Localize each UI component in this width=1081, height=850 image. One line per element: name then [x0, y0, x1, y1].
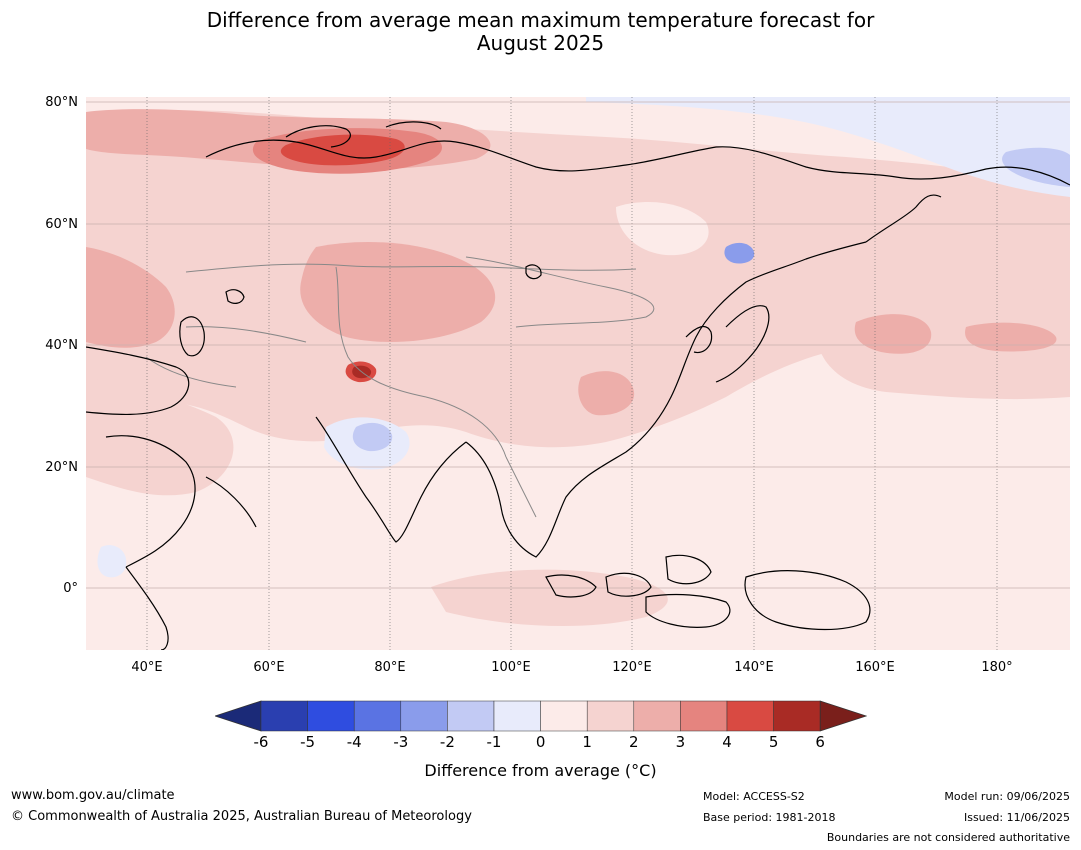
coastlines	[86, 121, 1070, 650]
chart-title: Difference from average mean maximum tem…	[0, 9, 1081, 55]
colorbar-cell	[307, 700, 355, 732]
anomaly-region-1-2-asia	[86, 110, 1070, 448]
colorbar-tick-label: -6	[253, 733, 269, 751]
colorbar-cell	[260, 700, 308, 732]
colorbar-tick-label: 1	[582, 733, 592, 751]
colorbar-label: Difference from average (°C)	[424, 761, 657, 780]
colorbar-tick-label: -3	[393, 733, 409, 751]
title-line-1: Difference from average mean maximum tem…	[206, 8, 875, 32]
lon-label-80e: 80°E	[374, 660, 406, 675]
anomaly-region-neg1-0-arctic	[586, 97, 1070, 197]
anomaly-region-2-3-central	[300, 242, 496, 342]
colorbar-cell	[773, 700, 821, 732]
colorbar-arrow-low	[215, 700, 262, 732]
colorbar-tick-label: 6	[815, 733, 825, 751]
lon-label-160e: 160°E	[855, 660, 895, 675]
country-borders	[145, 256, 655, 518]
colorbar-cell	[353, 700, 402, 732]
anomaly-region-0-1-siberia	[616, 202, 709, 256]
colorbar-tick-label: -1	[486, 733, 502, 751]
lon-label-140e: 140°E	[734, 660, 774, 675]
anomaly-region-1-2-pacific	[816, 286, 1070, 400]
anomaly-region-neg1-0-africa	[97, 545, 127, 578]
anomaly-region-1-2-equator	[431, 569, 668, 627]
graticule-parallels	[86, 101, 1070, 589]
colorbar-tick-label: 3	[675, 733, 686, 751]
lat-label-20n: 20°N	[45, 460, 78, 475]
title-line-2: August 2025	[476, 31, 605, 55]
anomaly-region-2-3-west	[86, 247, 175, 348]
colorbar-tick-label: 0	[535, 733, 546, 751]
anomaly-region-neg2-1-okhotsk	[724, 242, 755, 264]
lat-label-0: 0°	[63, 581, 78, 596]
footer-copyright: © Commonwealth of Australia 2025, Austra…	[11, 809, 472, 824]
forecast-map	[86, 97, 1070, 650]
colorbar-tick-label: 2	[629, 733, 639, 751]
footer-url: www.bom.gov.au/climate	[11, 788, 175, 803]
anomaly-region-2-3-china	[578, 371, 635, 416]
colorbar-arrow-high	[819, 700, 867, 732]
footer-base-period: Base period: 1981-2018	[703, 811, 836, 824]
lat-label-80n: 80°N	[45, 95, 78, 110]
colorbar-cell	[726, 700, 774, 732]
lon-label-60e: 60°E	[253, 660, 285, 675]
colorbar-cell	[633, 700, 681, 732]
footer-model-run: Model run: 09/06/2025	[944, 790, 1070, 803]
lat-label-60n: 60°N	[45, 217, 78, 232]
colorbar-tick-label: -4	[346, 733, 362, 751]
colorbar-cell	[447, 700, 495, 732]
footer-disclaimer: Boundaries are not considered authoritat…	[826, 831, 1070, 844]
anomaly-region-1-2-arabia	[86, 377, 234, 496]
lon-label-180: 180°	[981, 660, 1013, 675]
lat-label-40n: 40°N	[45, 338, 78, 353]
graticule-meridians	[146, 97, 998, 650]
lon-label-40e: 40°E	[131, 660, 163, 675]
footer-issued: Issued: 11/06/2025	[963, 811, 1070, 824]
lon-label-120e: 120°E	[612, 660, 652, 675]
colorbar-tick-label: -2	[439, 733, 455, 751]
anomaly-region-2-3-pacific	[854, 314, 932, 354]
colorbar-cell	[540, 700, 588, 732]
colorbar-cell	[586, 700, 635, 732]
colorbar-tick-label: 5	[768, 733, 779, 751]
colorbar	[215, 700, 867, 732]
footer-model: Model: ACCESS-S2	[703, 790, 805, 803]
anomaly-region-2-3-pacific-east	[965, 322, 1057, 352]
colorbar-tick-label: 4	[722, 733, 732, 751]
anomaly-region-neg2-1-india	[352, 422, 393, 452]
lon-label-100e: 100°E	[491, 660, 531, 675]
colorbar-tick-label: -5	[300, 733, 316, 751]
map-svg	[86, 97, 1070, 650]
colorbar-cell	[493, 700, 541, 732]
colorbar-cell	[680, 700, 728, 732]
colorbar-cell	[400, 700, 448, 732]
